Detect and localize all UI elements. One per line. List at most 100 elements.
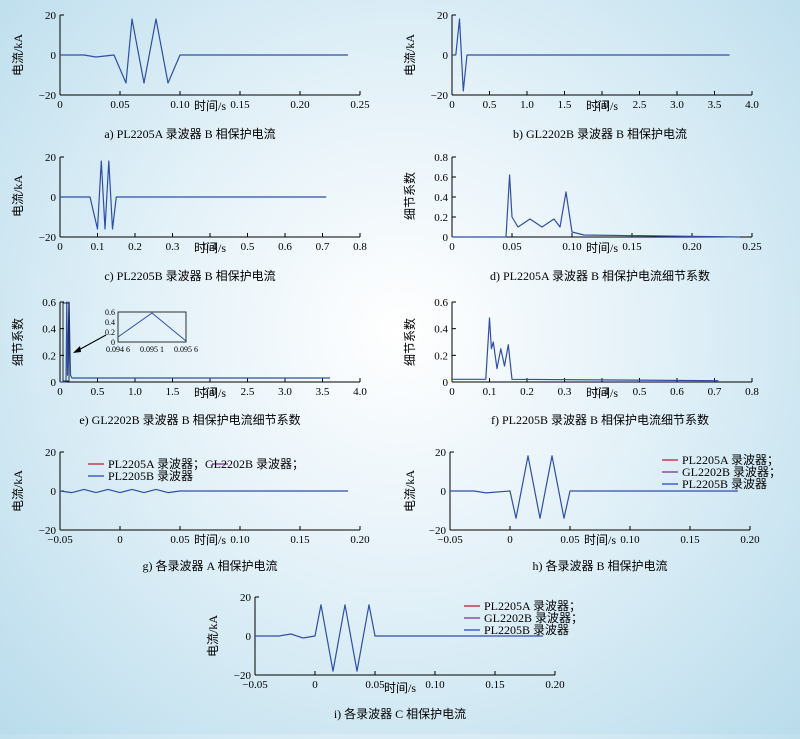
x-tick-label: −0.05 [437,534,463,546]
y-tick-label: −20 [429,525,447,537]
x-axis-label: 时间/s [586,99,618,113]
y-tick-label: 20 [45,152,57,164]
y-tick-label: −20 [431,90,449,102]
zoom-box [62,302,70,382]
y-axis-label: 细节系数 [10,318,25,366]
inset-x-tick-label: 0.095 6 [174,345,198,354]
x-tick-label: 0.8 [745,386,759,398]
x-axis-label: 时间/s [384,681,416,695]
y-axis-label: 电流/kA [206,615,220,657]
y-tick-label: 0.4 [434,192,448,204]
x-axis-label: 时间/s [194,386,226,400]
x-tick-label: 0 [57,241,63,253]
chart-caption: a) PL2205A 录波器 B 相保护电流 [104,127,275,141]
x-tick-label: 0.6 [278,241,292,253]
chart-caption: b) GL2202B 录波器 B 相保护电流 [513,127,687,141]
y-tick-label: 0 [441,486,447,498]
x-tick-label: 0.25 [742,241,762,253]
series-line [450,455,738,519]
x-tick-label: 0 [507,534,513,546]
x-tick-label: 0 [57,386,63,398]
x-tick-label: 0.05 [502,241,522,253]
x-tick-label: 0.05 [110,99,130,111]
zoom-arrow-head [73,346,81,353]
y-axis-label: 电流/kA [403,34,417,76]
series-line [255,604,543,672]
y-tick-label: 0.6 [434,297,448,309]
x-axis-label: 时间/s [586,386,618,400]
x-tick-label: 0.20 [350,534,370,546]
legend: PL2205A 录波器；GL2202B 录波器；PL2205B 录波器 [88,457,304,483]
x-axis-label: 时间/s [194,533,226,547]
y-axis-label: 电流/kA [403,470,417,512]
y-tick-label: 20 [240,592,252,604]
x-tick-label: 0.1 [91,241,105,253]
chart-e: 0 0.5 1.0 1.5 2.0 2.5 3.0 3.5 4.000.20.40.6时间/s细… [10,297,367,427]
x-tick-label: 2.5 [633,99,647,111]
inset-y-tick-label: 0.4 [105,318,115,327]
chart-h: −0.05 0 0.05 0.10 0.15 0.20 −20 0 20 时间/s 电流/kA h) … [403,447,781,573]
x-tick-label: 0.2 [128,241,142,253]
x-tick-label: 0.1 [483,386,497,398]
series-line [59,488,348,494]
x-tick-label: 0.15 [485,679,505,691]
inset-frame [117,311,187,343]
legend-entry: PL2205A 录波器； [484,599,581,613]
x-axis-label: 时间/s [194,241,226,255]
chart-caption: g) 各录波器 A 相保护电流 [142,558,277,573]
y-tick-label: 20 [45,10,57,22]
x-tick-label: 0.5 [91,386,105,398]
x-tick-label: 0.10 [230,534,250,546]
x-tick-label: 0.8 [353,241,367,253]
chart-b: 0 0.5 1.0 1.5 2.0 2.5 3.0 3.5 4.0−20020时间/s电流/kA… [403,10,759,141]
x-tick-label: 3.5 [316,386,330,398]
x-tick-label: 0.3 [558,386,572,398]
y-tick-label: −20 [39,525,57,537]
legend-entry: PL2205A 录波器； [682,453,779,467]
legend-entry: PL2205B 录波器 [682,477,767,491]
x-tick-label: −0.05 [242,679,268,691]
chart-g: −0.05 0 0.05 0.10 0.15 0.20 −20 0 20 时间/s 电流/kA g) … [11,447,370,573]
y-tick-label: 0 [51,50,57,62]
y-axis-label: 电流/kA [11,175,25,217]
y-axis-label: 细节系数 [402,318,417,366]
y-tick-label: 0 [443,377,449,389]
y-tick-label: 0 [443,232,449,244]
x-tick-label: 0.25 [350,99,370,111]
y-tick-label: 0.4 [434,324,448,336]
x-tick-label: 0.20 [682,241,702,253]
inset-series-line [117,312,187,342]
y-axis-label: 电流/kA [11,470,25,512]
chart-d: 0 0.05 0.10 0.15 0.20 0.25 0 0.2 0.4 0.6 0.8 时间/s 细节… [402,152,762,283]
x-axis-label: 时间/s [584,533,616,547]
y-tick-label: 0.6 [434,172,448,184]
x-tick-label: 0.05 [365,679,385,691]
x-tick-label: 0.6 [670,386,684,398]
legend-entry: PL2205B 录波器 [108,469,193,483]
x-tick-label: 2.0 [203,386,217,398]
x-tick-label: 0 [449,386,455,398]
y-axis-label: 电流/kA [11,34,25,76]
y-tick-label: −20 [39,232,57,244]
x-tick-label: 0.20 [545,679,565,691]
chart-caption: c) PL2205B 录波器 B 相保护电流 [104,269,275,283]
x-tick-label: 2.0 [595,99,609,111]
x-tick-label: 1.5 [558,99,572,111]
x-tick-label: 0.2 [520,386,534,398]
chart-i: −0.05 0 0.05 0.10 0.15 0.20 −20 0 20 时间/s 电流/kA i) … [206,592,583,721]
y-tick-label: −20 [39,90,57,102]
y-tick-label: 0 [246,631,252,643]
x-axis-label: 时间/s [194,99,226,113]
x-tick-label: 0.4 [595,386,609,398]
y-tick-label: 20 [437,10,449,22]
x-tick-label: 0.15 [622,241,642,253]
x-tick-label: 0.5 [241,241,255,253]
inset-y-tick-label: 0.2 [105,328,115,337]
x-tick-label: 3.0 [670,99,684,111]
x-tick-label: 0.10 [425,679,445,691]
inset-y-tick-label: 0.6 [105,308,115,317]
chart-c: 0 0.1 0.2 0.3 0.4 0.5 0.6 0.7 0.8−20020时间/s电流/kA… [11,152,367,283]
x-tick-label: 0.4 [203,241,217,253]
